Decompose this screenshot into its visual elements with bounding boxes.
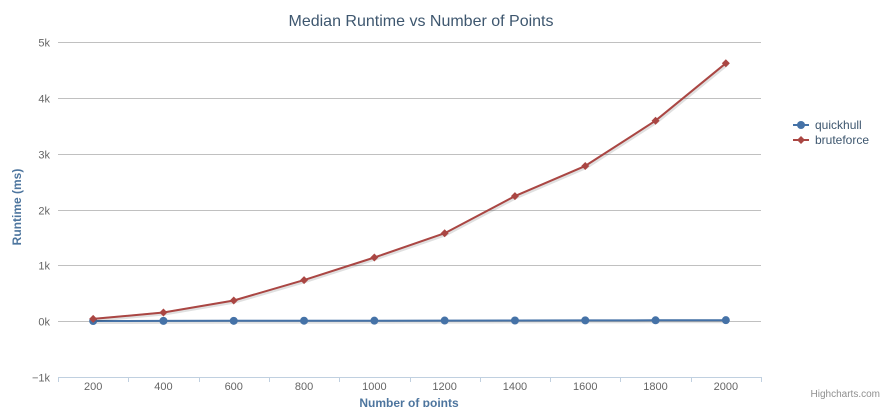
bruteforce-point[interactable] — [510, 192, 519, 201]
x-tick-label: 400 — [154, 381, 172, 393]
series-bruteforce — [89, 59, 730, 323]
y-tick-label: 5k — [38, 38, 50, 50]
x-tick-label: 200 — [84, 381, 102, 393]
quickhull-point[interactable] — [370, 316, 379, 325]
bruteforce-point[interactable] — [581, 161, 590, 170]
quickhull-point[interactable] — [581, 316, 590, 325]
x-tick-label: 600 — [225, 381, 243, 393]
bruteforce-point[interactable] — [440, 229, 449, 238]
bruteforce-point[interactable] — [89, 314, 98, 323]
axes: −1k 0k 1k 2k 3k 4k 5k 200 400 600 800 1000 1200 1400 1… — [32, 38, 762, 393]
legend-marker — [797, 121, 805, 129]
x-tick-label: 800 — [295, 381, 313, 393]
series-group — [89, 59, 730, 325]
legend-label: quickhull — [815, 118, 862, 132]
y-tick-label: 4k — [38, 94, 50, 106]
quickhull-point[interactable] — [651, 316, 660, 325]
quickhull-point[interactable] — [510, 316, 519, 325]
y-tick-label: 3k — [38, 150, 50, 162]
x-tick-label: 1800 — [643, 381, 667, 393]
x-tick-label: 1600 — [573, 381, 597, 393]
bruteforce-line-shadow — [92, 62, 729, 322]
quickhull-point[interactable] — [229, 316, 238, 325]
bruteforce-point[interactable] — [159, 308, 168, 317]
grid-lines — [58, 42, 761, 378]
bruteforce-line — [92, 62, 727, 320]
quickhull-point[interactable] — [440, 316, 449, 325]
legend-item-quickhull[interactable]: quickhull — [793, 118, 862, 132]
quickhull-line-shadow — [92, 319, 729, 324]
quickhull-point[interactable] — [159, 316, 168, 325]
bruteforce-point[interactable] — [651, 116, 660, 125]
bruteforce-point[interactable] — [370, 253, 379, 262]
chart-title: Median Runtime vs Number of Points — [289, 13, 554, 30]
credits-link[interactable]: Highcharts.com — [811, 389, 880, 400]
x-axis-title: Number of points — [359, 396, 459, 407]
x-tick-label: 1400 — [503, 381, 527, 393]
quickhull-point[interactable] — [721, 316, 730, 325]
bruteforce-point[interactable] — [300, 276, 309, 285]
y-tick-label: −1k — [32, 373, 51, 385]
bruteforce-point[interactable] — [721, 59, 730, 68]
x-tick-label: 2000 — [714, 381, 738, 393]
legend-item-bruteforce[interactable]: bruteforce — [793, 133, 869, 147]
y-tick-label: 0k — [38, 317, 50, 329]
y-tick-label: 2k — [38, 206, 50, 218]
quickhull-point[interactable] — [300, 316, 309, 325]
y-tick-label: 1k — [38, 261, 50, 273]
series-quickhull — [89, 316, 730, 325]
x-tick-label: 1000 — [362, 381, 386, 393]
legend-label: bruteforce — [815, 133, 869, 147]
y-axis-title: Runtime (ms) — [10, 169, 24, 246]
x-tick-label: 1200 — [432, 381, 456, 393]
bruteforce-point[interactable] — [229, 296, 238, 305]
quickhull-line — [92, 319, 727, 322]
legend-marker — [797, 136, 805, 144]
